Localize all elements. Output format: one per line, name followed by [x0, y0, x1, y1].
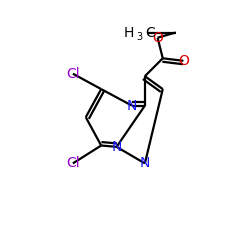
- Text: N: N: [112, 140, 122, 154]
- Text: N: N: [140, 156, 150, 170]
- Text: Cl: Cl: [66, 67, 80, 81]
- Text: H: H: [124, 26, 134, 40]
- Text: N: N: [127, 99, 137, 113]
- Text: O: O: [152, 31, 163, 45]
- Text: O: O: [178, 54, 189, 68]
- Text: Cl: Cl: [66, 156, 80, 170]
- Text: C: C: [145, 26, 155, 40]
- Text: 3: 3: [136, 32, 142, 42]
